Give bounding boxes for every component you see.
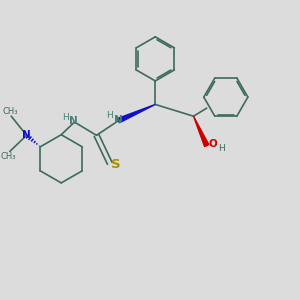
Text: H: H xyxy=(218,144,225,153)
Text: S: S xyxy=(111,158,121,171)
Text: H: H xyxy=(62,112,69,122)
Text: CH₃: CH₃ xyxy=(1,152,16,161)
Text: H: H xyxy=(106,111,113,120)
Text: N: N xyxy=(22,130,31,140)
Text: N: N xyxy=(114,115,122,125)
Text: N: N xyxy=(70,116,78,126)
Text: CH₃: CH₃ xyxy=(2,107,17,116)
Polygon shape xyxy=(118,104,155,123)
Text: O: O xyxy=(208,139,217,149)
Polygon shape xyxy=(194,116,209,147)
